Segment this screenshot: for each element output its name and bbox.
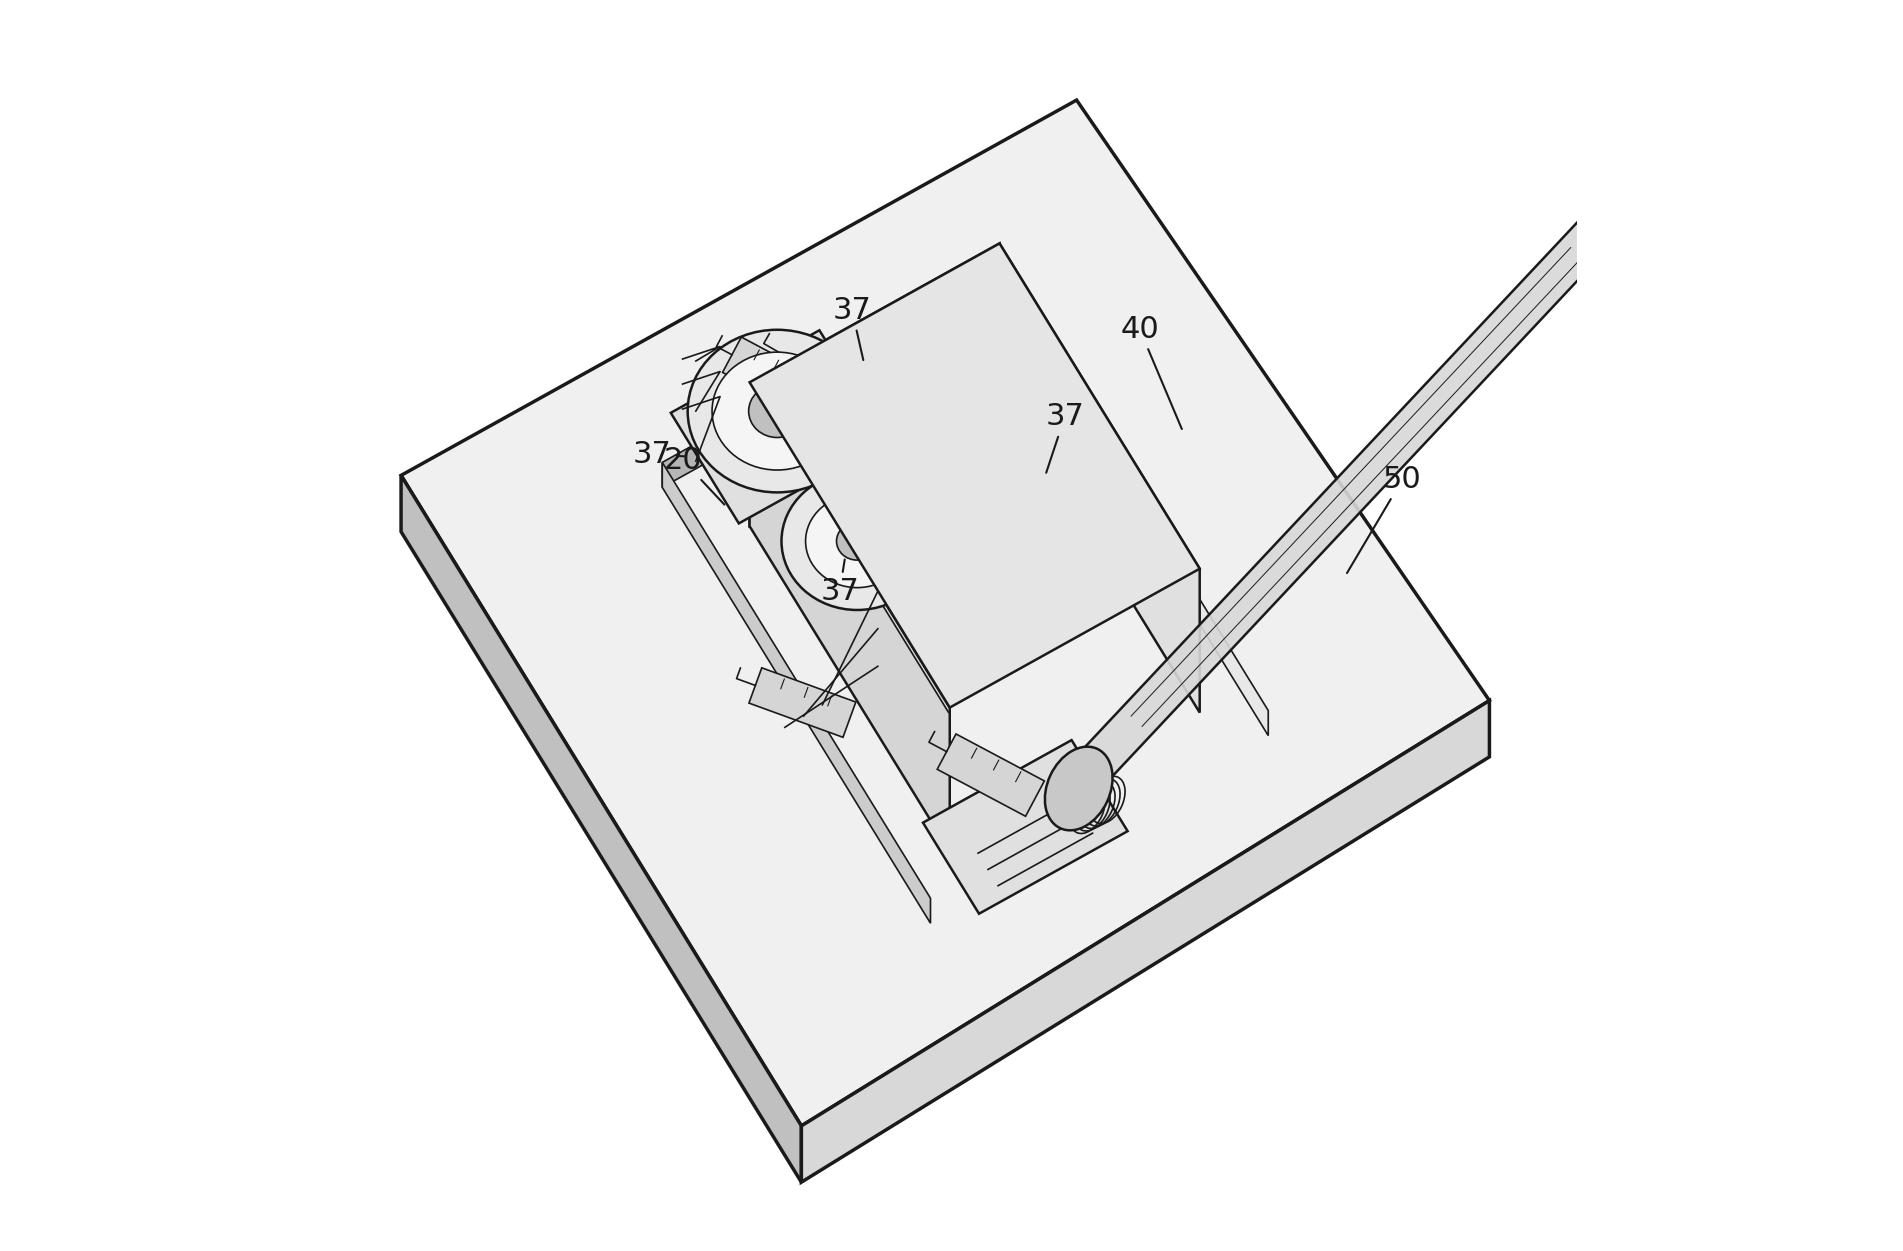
- Polygon shape: [1001, 275, 1267, 736]
- Polygon shape: [670, 330, 887, 523]
- Ellipse shape: [687, 330, 866, 493]
- Polygon shape: [402, 100, 1490, 1126]
- Polygon shape: [402, 475, 801, 1182]
- Polygon shape: [999, 244, 1199, 713]
- Text: 40: 40: [1121, 315, 1182, 429]
- Polygon shape: [923, 741, 1128, 913]
- Polygon shape: [816, 409, 858, 504]
- Polygon shape: [750, 668, 856, 737]
- Polygon shape: [750, 383, 950, 852]
- Text: 37: 37: [632, 440, 685, 469]
- Ellipse shape: [805, 494, 910, 588]
- Polygon shape: [662, 463, 931, 923]
- Polygon shape: [936, 734, 1045, 817]
- Text: 20: 20: [664, 447, 725, 504]
- Polygon shape: [750, 244, 999, 527]
- Text: 37: 37: [1045, 403, 1085, 473]
- Polygon shape: [801, 701, 1490, 1182]
- Polygon shape: [662, 275, 1001, 488]
- Ellipse shape: [837, 522, 877, 560]
- Polygon shape: [750, 244, 1199, 708]
- Polygon shape: [723, 337, 818, 414]
- Ellipse shape: [782, 473, 932, 610]
- Polygon shape: [1069, 211, 1618, 791]
- Text: 37: 37: [834, 296, 872, 360]
- Ellipse shape: [748, 384, 805, 438]
- Text: 50: 50: [1347, 465, 1422, 573]
- Text: 37: 37: [820, 559, 858, 607]
- Ellipse shape: [1045, 747, 1113, 831]
- Ellipse shape: [712, 352, 843, 470]
- Polygon shape: [773, 338, 877, 420]
